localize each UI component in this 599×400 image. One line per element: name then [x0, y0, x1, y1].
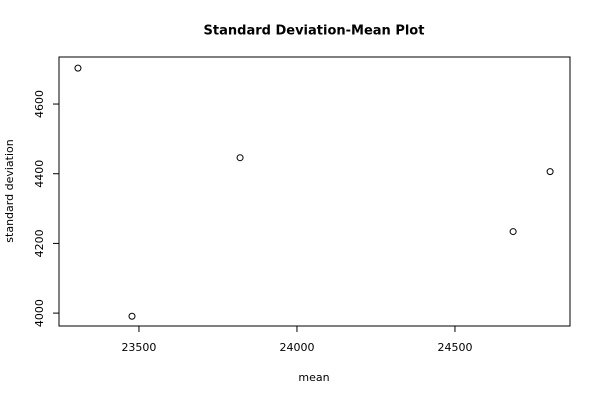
- x-tick-label: 23500: [121, 341, 156, 354]
- y-tick-label: 4200: [33, 229, 46, 257]
- point: [128, 312, 136, 320]
- y-tick-label: 4000: [33, 299, 46, 327]
- y-tick-label: 4600: [33, 90, 46, 118]
- point: [509, 228, 517, 236]
- point: [236, 154, 244, 162]
- chart-title: Standard Deviation-Mean Plot: [204, 24, 425, 39]
- plot-frame: [58, 56, 571, 327]
- y-tick-label: 4400: [33, 160, 46, 188]
- x-tick-label: 24000: [279, 341, 314, 354]
- y-axis-label: standard deviation: [3, 139, 16, 242]
- x-tick-label: 24500: [437, 341, 472, 354]
- point: [74, 64, 82, 72]
- x-axis-label: mean: [298, 371, 329, 384]
- point: [546, 168, 554, 176]
